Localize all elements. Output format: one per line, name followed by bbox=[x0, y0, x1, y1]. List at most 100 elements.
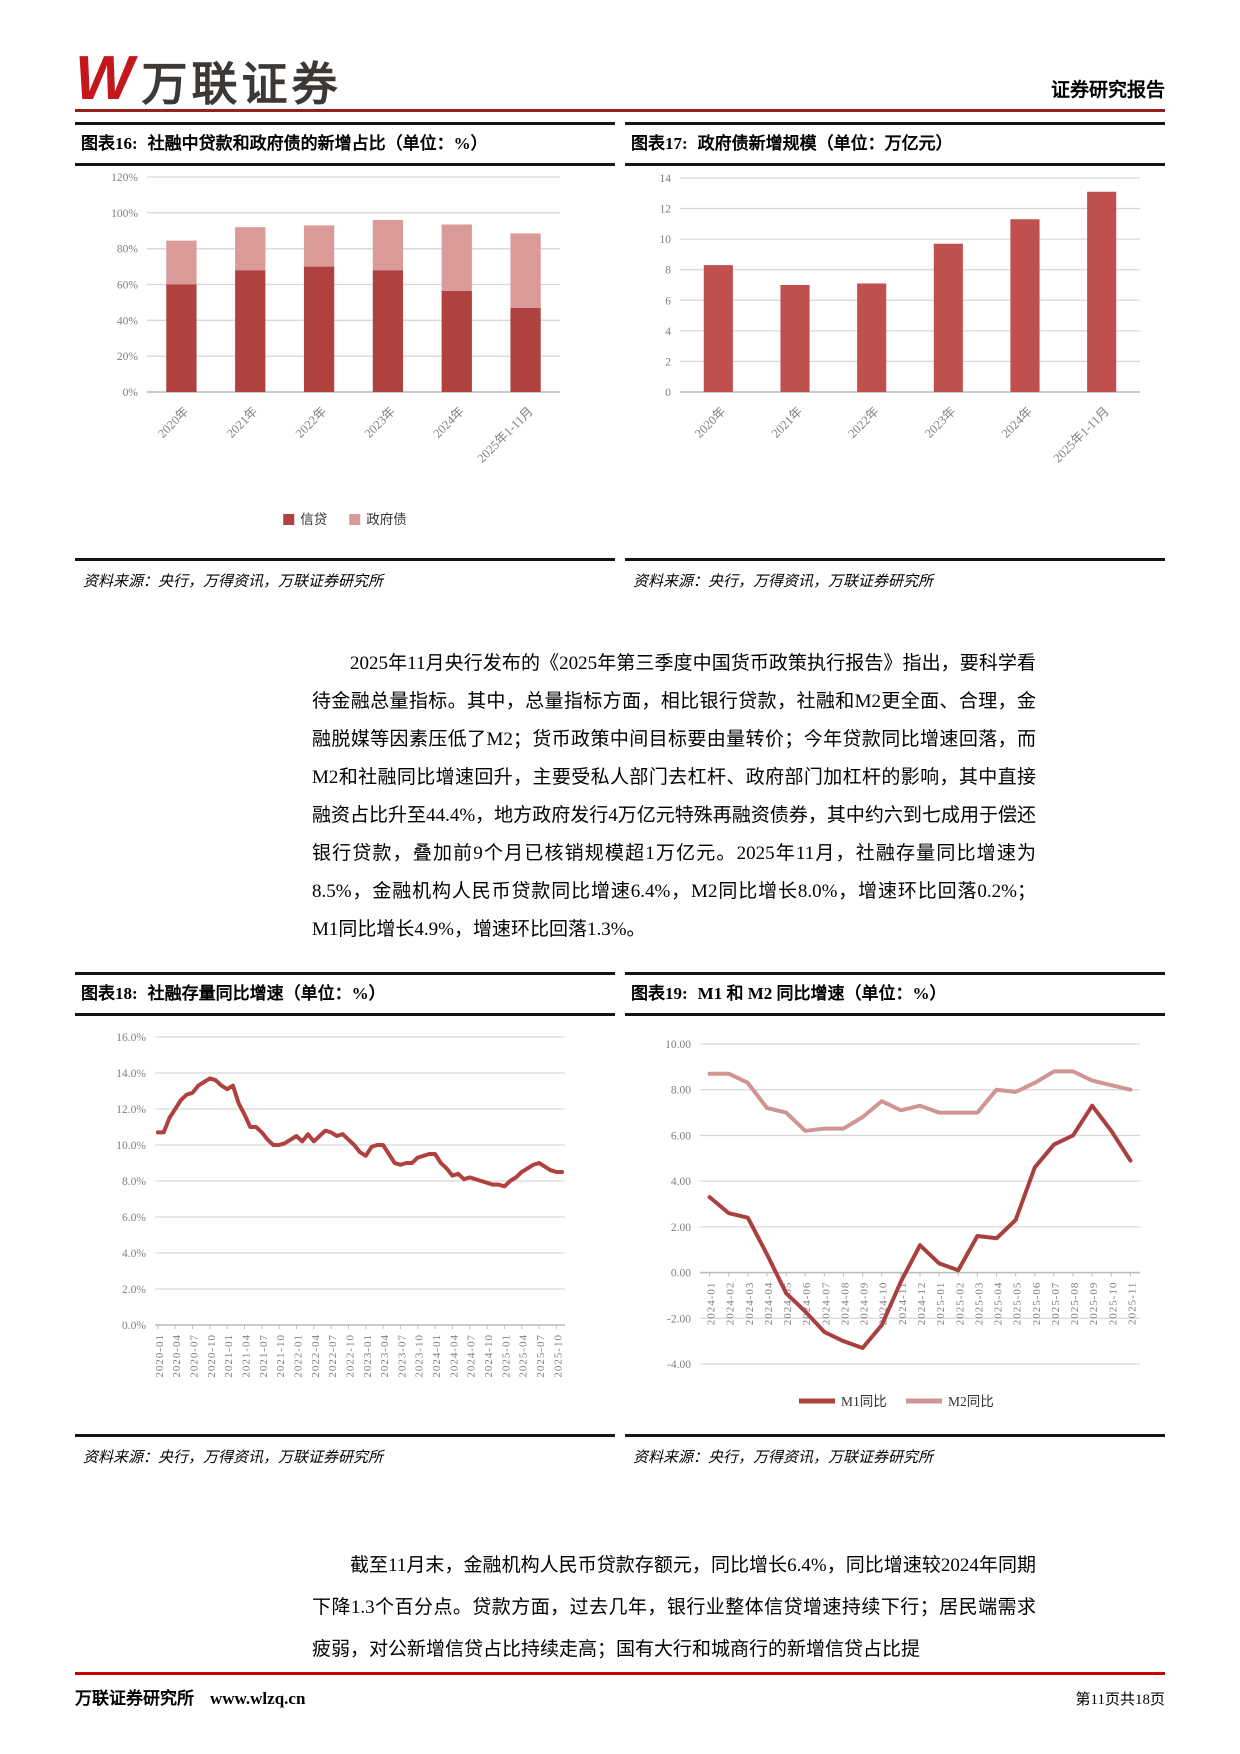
svg-text:8.0%: 8.0% bbox=[122, 1176, 146, 1188]
svg-text:2024年: 2024年 bbox=[999, 404, 1035, 440]
paragraph-monetary-policy: 2025年11月央行发布的《2025年第三季度中国货币政策执行报告》指出，要科学… bbox=[312, 653, 1036, 940]
footer-url: www.wlzq.cn bbox=[210, 1689, 306, 1708]
svg-text:2022年: 2022年 bbox=[293, 404, 329, 440]
page-header: W 万联证券 证券研究报告 bbox=[75, 44, 1165, 112]
figure18-caption: 社融存量同比增速（单位：%） bbox=[147, 984, 386, 1003]
svg-text:2024-03: 2024-03 bbox=[744, 1282, 756, 1326]
svg-text:信贷: 信贷 bbox=[300, 512, 327, 527]
figure16-source: 资料来源：央行，万得资讯，万联证券研究所 bbox=[75, 558, 615, 591]
svg-text:-4.00: -4.00 bbox=[667, 1359, 691, 1371]
figure17-source: 资料来源：央行，万得资讯，万联证券研究所 bbox=[625, 558, 1165, 591]
svg-text:8: 8 bbox=[665, 265, 671, 277]
svg-text:100%: 100% bbox=[111, 208, 138, 220]
svg-text:2.00: 2.00 bbox=[671, 1222, 691, 1234]
svg-text:16.0%: 16.0% bbox=[116, 1032, 146, 1044]
svg-text:2025-06: 2025-06 bbox=[1031, 1282, 1043, 1326]
svg-text:2020年: 2020年 bbox=[692, 404, 728, 440]
svg-text:120%: 120% bbox=[111, 172, 138, 184]
figure18-title: 图表18: 社融存量同比增速（单位：%） bbox=[75, 972, 615, 1016]
svg-text:政府债: 政府债 bbox=[366, 512, 407, 527]
svg-text:2023-10: 2023-10 bbox=[414, 1334, 426, 1378]
figure19-title: 图表19: M1 和 M2 同比增速（单位：%） bbox=[625, 972, 1165, 1016]
svg-text:10.0%: 10.0% bbox=[116, 1140, 146, 1152]
svg-text:2024年: 2024年 bbox=[430, 404, 466, 440]
svg-text:-2.00: -2.00 bbox=[667, 1313, 691, 1325]
figure19-panel: 图表19: M1 和 M2 同比增速（单位：%） -4.00 -2.00 0.00 2.… bbox=[625, 972, 1165, 1467]
figure-row-top: 图表16: 社融中贷款和政府债的新增占比（单位：%） 0% 20% 40% 60% 80%… bbox=[75, 122, 1165, 591]
figure16-panel: 图表16: 社融中贷款和政府债的新增占比（单位：%） 0% 20% 40% 60% 80%… bbox=[75, 122, 615, 591]
svg-text:2024-04: 2024-04 bbox=[763, 1282, 775, 1326]
svg-text:6.0%: 6.0% bbox=[122, 1212, 146, 1224]
svg-text:6: 6 bbox=[665, 295, 671, 307]
svg-text:2024-07: 2024-07 bbox=[820, 1282, 832, 1326]
svg-text:2024-04: 2024-04 bbox=[448, 1334, 460, 1378]
figure-row-bottom: 图表18: 社融存量同比增速（单位：%） 0.0% 2.0% 4.0% 6.0% 8.0%… bbox=[75, 972, 1165, 1467]
svg-text:14: 14 bbox=[660, 173, 672, 185]
svg-text:2020-07: 2020-07 bbox=[189, 1334, 201, 1378]
svg-text:2.0%: 2.0% bbox=[122, 1284, 146, 1296]
figure19-label: 图表19: bbox=[631, 984, 688, 1003]
report-type-label: 证券研究报告 bbox=[1050, 80, 1165, 101]
svg-text:60%: 60% bbox=[117, 280, 139, 292]
svg-text:M2同比: M2同比 bbox=[948, 1394, 994, 1409]
svg-text:2025-09: 2025-09 bbox=[1088, 1282, 1100, 1326]
svg-text:2025-05: 2025-05 bbox=[1012, 1282, 1024, 1326]
svg-text:2024-08: 2024-08 bbox=[839, 1282, 851, 1326]
svg-text:2025-08: 2025-08 bbox=[1069, 1282, 1081, 1326]
svg-text:2023-01: 2023-01 bbox=[362, 1334, 374, 1378]
svg-text:2020-04: 2020-04 bbox=[171, 1334, 183, 1378]
footer-institute-name: 万联证券研究所 bbox=[75, 1689, 194, 1708]
svg-text:2025-04: 2025-04 bbox=[993, 1282, 1005, 1326]
svg-text:2025-02: 2025-02 bbox=[954, 1282, 966, 1326]
svg-text:2025年1-11月: 2025年1-11月 bbox=[1051, 404, 1112, 465]
svg-text:2025-07: 2025-07 bbox=[1050, 1282, 1062, 1326]
svg-text:2024-09: 2024-09 bbox=[859, 1282, 871, 1326]
svg-text:2025-11: 2025-11 bbox=[1126, 1282, 1138, 1325]
svg-text:4: 4 bbox=[665, 326, 671, 338]
svg-text:20%: 20% bbox=[117, 351, 139, 363]
svg-text:2025-03: 2025-03 bbox=[973, 1282, 985, 1326]
figure18-source: 资料来源：央行，万得资讯，万联证券研究所 bbox=[75, 1434, 615, 1467]
svg-text:12.0%: 12.0% bbox=[116, 1104, 146, 1116]
svg-text:2023年: 2023年 bbox=[362, 404, 398, 440]
page-number: 第11页共18页 bbox=[1075, 1692, 1165, 1708]
svg-text:2023-07: 2023-07 bbox=[396, 1334, 408, 1378]
figure19-chart: -4.00 -2.00 0.00 2.00 4.00 6.00 8.00 10.00 2024-… bbox=[625, 1016, 1165, 1434]
svg-text:0.00: 0.00 bbox=[671, 1268, 691, 1280]
svg-text:0%: 0% bbox=[123, 387, 139, 399]
svg-text:2025-01: 2025-01 bbox=[935, 1282, 947, 1326]
svg-text:10.00: 10.00 bbox=[665, 1039, 691, 1051]
svg-text:2024-01: 2024-01 bbox=[706, 1282, 718, 1326]
figure17-caption: 政府债新增规模（单位：万亿元） bbox=[697, 134, 953, 153]
svg-text:2021-07: 2021-07 bbox=[258, 1334, 270, 1378]
svg-text:2021年: 2021年 bbox=[224, 404, 260, 440]
svg-text:2: 2 bbox=[665, 356, 671, 368]
svg-text:2024-02: 2024-02 bbox=[725, 1282, 737, 1326]
svg-text:2021-04: 2021-04 bbox=[241, 1334, 253, 1378]
svg-text:2024-01: 2024-01 bbox=[431, 1334, 443, 1378]
svg-text:2025-10: 2025-10 bbox=[1107, 1282, 1119, 1326]
svg-text:12: 12 bbox=[660, 204, 672, 216]
footer-institute: 万联证券研究所 www.wlzq.cn bbox=[75, 1684, 305, 1709]
svg-text:2022年: 2022年 bbox=[845, 404, 881, 440]
figure17-label: 图表17: bbox=[631, 134, 688, 153]
svg-text:2022-07: 2022-07 bbox=[327, 1334, 339, 1378]
figure16-title: 图表16: 社融中贷款和政府债的新增占比（单位：%） bbox=[75, 122, 615, 166]
svg-text:2023年: 2023年 bbox=[922, 404, 958, 440]
svg-text:2021年: 2021年 bbox=[769, 404, 805, 440]
brand-logo: W 万联证券 bbox=[75, 48, 342, 110]
figure16-chart: 0% 20% 40% 60% 80% 100% 120% 2020年 2021年 2022年 202… bbox=[75, 166, 615, 558]
svg-text:2022-04: 2022-04 bbox=[310, 1334, 322, 1378]
svg-text:2025-10: 2025-10 bbox=[552, 1334, 564, 1378]
svg-text:2021-10: 2021-10 bbox=[275, 1334, 287, 1378]
figure19-source: 资料来源：央行，万得资讯，万联证券研究所 bbox=[625, 1434, 1165, 1467]
figure16-label: 图表16: bbox=[81, 134, 138, 153]
figure17-chart: 0 2 4 6 8 10 12 14 2020年 2021年 2022年 2023年 2024年 2025… bbox=[625, 166, 1165, 558]
svg-text:2023-04: 2023-04 bbox=[379, 1334, 391, 1378]
svg-text:2025-01: 2025-01 bbox=[500, 1334, 512, 1378]
svg-text:10: 10 bbox=[660, 234, 672, 246]
logo-name: 万联证券 bbox=[141, 57, 342, 110]
svg-text:6.00: 6.00 bbox=[671, 1130, 691, 1142]
svg-text:2025-04: 2025-04 bbox=[518, 1334, 530, 1378]
